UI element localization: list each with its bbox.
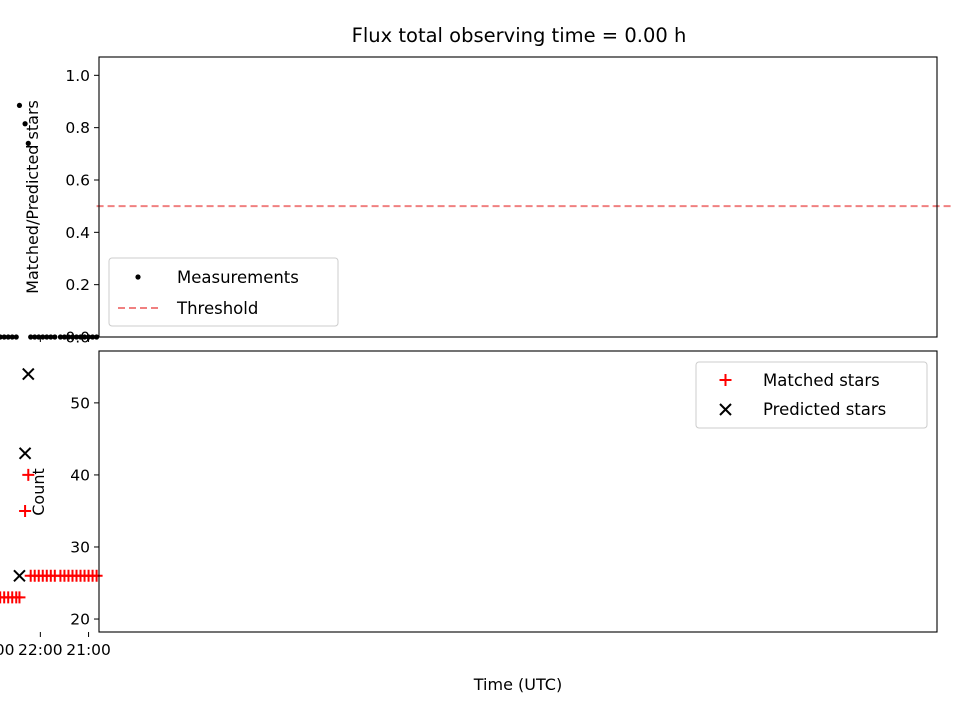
measurement-point [16,102,23,109]
measurement-point [48,334,54,340]
matched-star-point [24,569,37,582]
predicted-star-point [22,367,35,381]
bottom-y-axis-label: Count [29,468,48,516]
measurement-point [61,334,68,340]
top-y-tick-label: 0.2 [65,276,90,294]
measurement-point [28,334,34,340]
top-y-tick-label: 0.0 [65,329,90,347]
measurement-point [25,140,31,146]
bottom-x-tick-label: 21:00 [66,641,111,659]
measurement-point [22,121,28,127]
legend-label-measurements: Measurements [177,268,299,287]
bottom-y-tick-label: 20 [70,611,90,629]
matched-star-point [19,504,32,517]
top-y-tick-label: 0.6 [65,171,90,189]
bottom-y-tick-label: 50 [70,394,90,412]
bottom-x-axis-label: Time (UTC) [473,675,562,694]
measurement-point [5,334,11,340]
measurements-group [0,102,100,340]
measurement-point [57,334,64,340]
measurement-point [9,334,15,340]
top-legend: Measurements Threshold [108,257,339,327]
measurement-point [40,334,46,340]
measurement-point [32,334,38,340]
top-y-tick-label: 0.4 [65,224,90,242]
top-legend-box [108,257,339,327]
predicted-star-point [13,569,26,583]
measurement-point [69,334,76,340]
bottom-x-tick-label: 23:00 [0,641,14,659]
measurement-point [13,334,19,340]
bottom-legend: Matched stars Predicted stars [695,361,928,429]
measurement-point [65,334,72,340]
chart-title: Flux total observing time = 0.00 h [352,24,687,47]
top-y-tick-label: 0.8 [65,119,90,137]
predicted-star-point [18,447,32,460]
measurement-point [1,334,7,340]
bottom-y-tick-label: 40 [70,466,90,484]
top-axes-frame [98,56,938,338]
top-y-axis-label: Matched/Predicted stars [23,100,42,294]
legend-label-predicted: Predicted stars [763,400,886,419]
matched-star-point [0,596,3,599]
measurement-point [0,334,3,340]
measurement-point [52,334,58,340]
measurement-point [89,334,96,340]
top-y-tick-label: 1.0 [65,67,90,85]
legend-label-matched: Matched stars [763,371,880,390]
bottom-y-ticks: 20 30 40 50 [70,394,99,629]
top-x-ticks [39,337,90,342]
measurement-point [81,334,88,340]
legend-label-threshold: Threshold [176,299,258,318]
matched-star-point [22,468,35,481]
measurement-point [77,334,84,340]
bottom-legend-box [695,361,928,429]
top-panel: 0.0 0.2 0.4 0.6 0.8 1.0 Matched/Predicted sta… [0,56,954,347]
counts-group [0,367,103,604]
top-y-ticks: 0.0 0.2 0.4 0.6 0.8 1.0 [65,67,99,347]
bottom-axes-frame [98,350,938,633]
bottom-x-tick-label: 22:00 [18,641,63,659]
legend-marker-predicted [719,403,732,416]
legend-marker-measurements [135,274,141,280]
legend-marker-matched [719,374,732,386]
bottom-y-tick-label: 30 [70,538,90,556]
measurement-point [73,334,80,340]
measurement-point [44,334,50,340]
